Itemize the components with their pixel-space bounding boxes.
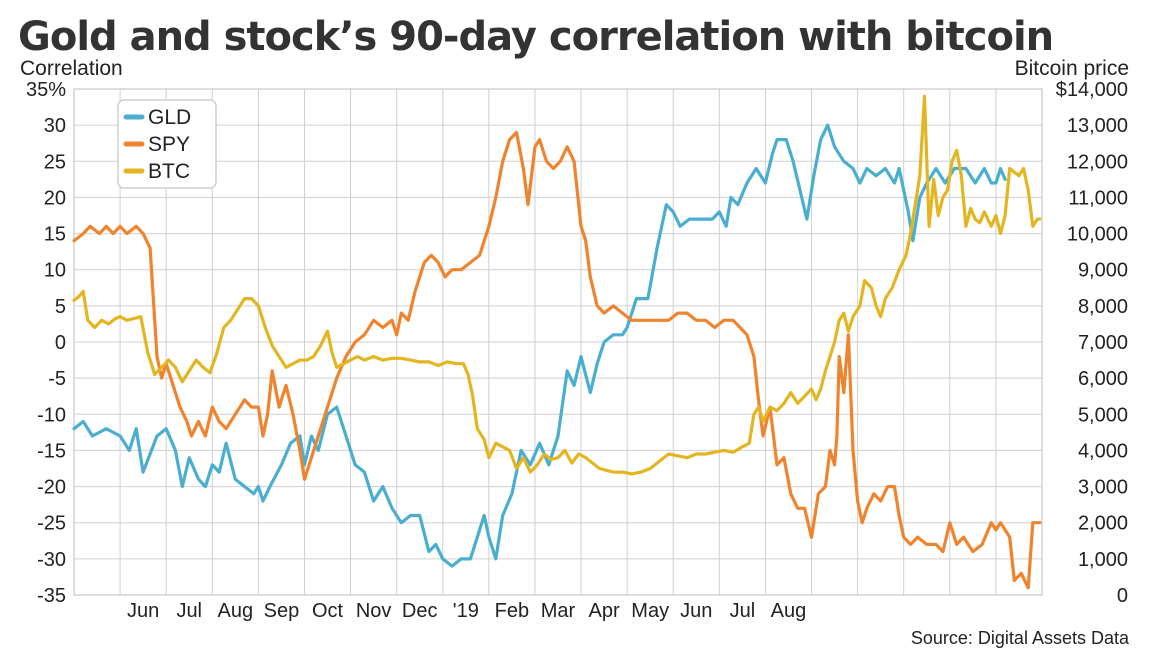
x-tick-label: Jun — [680, 600, 712, 622]
source-note: Source: Digital Assets Data — [910, 628, 1129, 648]
y-tick-label: -15 — [37, 440, 66, 462]
y-tick-label: 10 — [44, 260, 66, 282]
x-tick-label: Jul — [730, 600, 756, 622]
y-tick-label: 35% — [26, 79, 66, 101]
plot-frame — [73, 88, 1043, 596]
x-tick-label: Apr — [589, 600, 620, 622]
x-tick-label: Feb — [495, 600, 529, 622]
y-tick-label: 20 — [44, 187, 66, 209]
x-tick-label: Oct — [312, 600, 344, 622]
x-tick-label: Sep — [264, 600, 300, 622]
y-tick-label: 15 — [44, 224, 66, 246]
y2-tick-label: 5,000 — [1078, 404, 1128, 426]
y2-tick-label: 8,000 — [1078, 296, 1128, 318]
y2-tick-label: 0 — [1117, 585, 1128, 607]
y2-tick-label: 6,000 — [1078, 368, 1128, 390]
y-tick-label: -35 — [37, 585, 66, 607]
legend-box — [117, 99, 217, 189]
x-tick-label: Jul — [176, 600, 202, 622]
y-tick-label: -25 — [37, 513, 66, 535]
x-tick-label: Aug — [771, 600, 807, 622]
x-tick-label: '19 — [453, 600, 479, 622]
legend-label-spy: SPY — [148, 133, 190, 156]
y2-tick-label: 12,000 — [1067, 151, 1128, 173]
x-tick-label: Aug — [218, 600, 254, 622]
y2-tick-label: $14,000 — [1056, 79, 1128, 101]
x-tick-label: Dec — [402, 600, 438, 622]
chart-title: Gold and stock’s 90-day correlation with… — [18, 14, 1054, 60]
x-tick-label: May — [631, 600, 669, 622]
y-tick-label: 5 — [55, 296, 66, 318]
y-tick-label: -5 — [48, 368, 66, 390]
y2-tick-label: 9,000 — [1078, 260, 1128, 282]
x-tick-label: Nov — [356, 600, 392, 622]
y-tick-label: -20 — [37, 477, 66, 499]
x-tick-label: Jun — [127, 600, 159, 622]
series-line-gld — [72, 123, 1007, 568]
series-line-spy — [72, 130, 1042, 590]
right-axis-label: Bitcoin price — [1014, 57, 1129, 80]
y2-tick-label: 2,000 — [1078, 513, 1128, 535]
y2-tick-label: 1,000 — [1078, 549, 1128, 571]
series-line-btc — [72, 94, 1042, 476]
legend-label-btc: BTC — [148, 160, 190, 183]
y2-tick-label: 7,000 — [1078, 332, 1128, 354]
x-tick-label: Mar — [541, 600, 576, 622]
y2-tick-label: 10,000 — [1067, 224, 1128, 246]
y2-tick-label: 3,000 — [1078, 477, 1128, 499]
y-tick-label: 25 — [44, 151, 66, 173]
y-tick-label: 30 — [44, 115, 66, 137]
y-tick-label: -30 — [37, 549, 66, 571]
y2-tick-label: 11,000 — [1068, 187, 1128, 209]
y-tick-label: -10 — [37, 404, 66, 426]
y2-tick-label: 13,000 — [1067, 115, 1128, 137]
y2-tick-label: 4,000 — [1078, 440, 1128, 462]
y-tick-label: 0 — [55, 332, 66, 354]
left-axis-label: Correlation — [20, 57, 123, 80]
legend-label-gld: GLD — [148, 106, 191, 129]
